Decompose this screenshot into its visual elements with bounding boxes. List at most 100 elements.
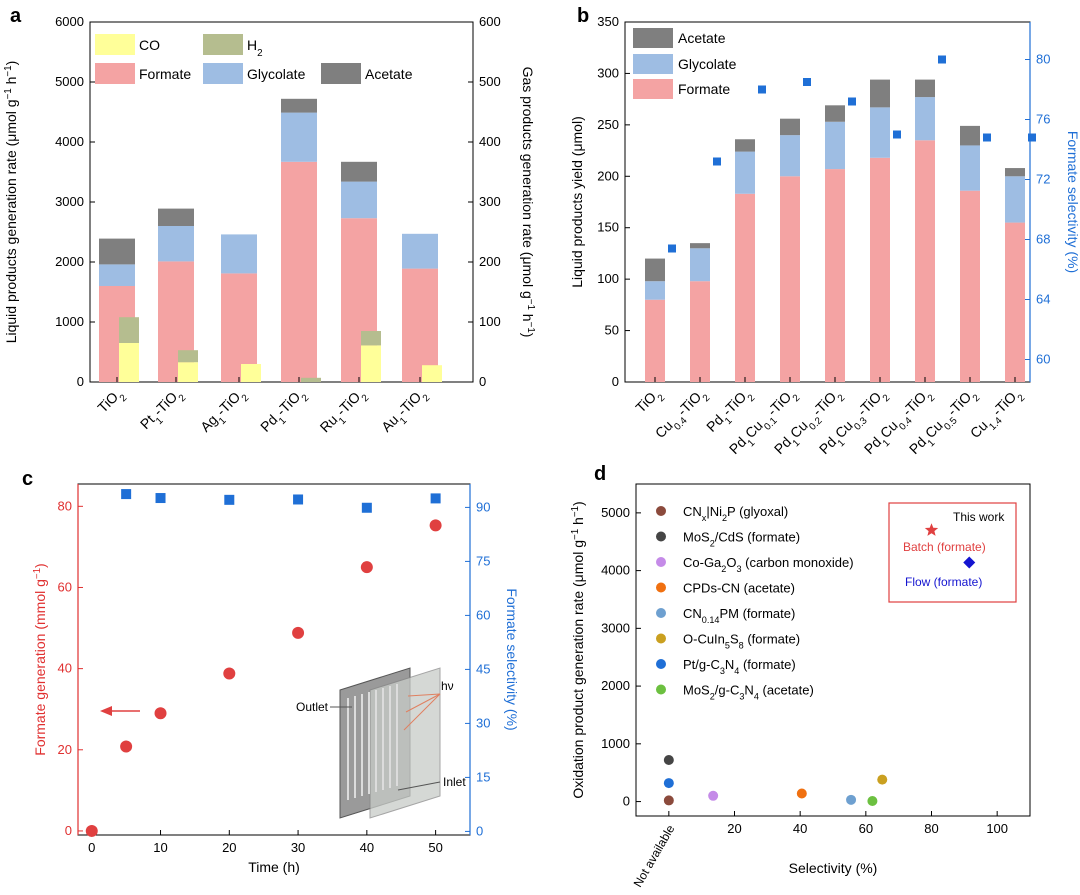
panel-b-bar-formate: [825, 169, 845, 382]
panel-d-y-axis-label: Oxidation product generation rate (μmol …: [570, 501, 587, 798]
panel-d-point: [796, 788, 807, 799]
panel-a-x-tick-label: Ru1-TiO2: [317, 385, 371, 439]
panel-d-this-work-box: [888, 502, 1017, 603]
panel-b-legend-label: Formate: [678, 81, 730, 97]
panel-d-y-tick-label: 5000: [601, 505, 630, 520]
panel-b-y2-tick-label: 60: [1036, 352, 1050, 367]
light-ray: [407, 693, 441, 697]
panel-b-y2-tick-label: 72: [1036, 172, 1050, 187]
panel-b-selectivity-marker: [758, 85, 766, 94]
panel-a-bar-formate: [221, 273, 257, 382]
panel-c-y2-tick-label: 15: [476, 769, 490, 784]
panel-b-x-tick-label: Cu0.4-TiO2: [652, 385, 712, 445]
panel-d-batch-label: Batch (formate): [903, 540, 986, 554]
panel-c-letter: c: [22, 468, 33, 490]
panel-b-bar-acetate: [1005, 168, 1025, 177]
panel-b-chart: 0 50 100 150 200 250 300 350 60 64 68 72 76 80 Liquid …: [569, 14, 1080, 457]
panel-a-y-tick-label: 5000: [55, 74, 84, 89]
panel-c-x-tick-label: 40: [360, 840, 374, 855]
panel-a-bar-glycolate: [281, 112, 317, 162]
panel-a-y2-axis-label: Gas products generation rate (μmol g−1 h…: [520, 67, 537, 338]
panel-d-legend-label: MoS2/CdS (formate): [683, 530, 800, 549]
panel-c-formate-selectivity-point: [430, 493, 441, 504]
panel-a-gas-bar-co: [178, 362, 198, 382]
outlet-label: Outlet: [296, 700, 329, 714]
panel-d-legend-label: Pt/g-C3N4 (formate): [683, 657, 796, 676]
panel-a-bar-glycolate: [99, 264, 135, 286]
panel-d-point: [846, 794, 857, 805]
panel-d-x-tick-label: 40: [793, 821, 807, 836]
panel-b-y-tick-label: 150: [597, 220, 619, 235]
panel-c-y2-tick-label: 0: [476, 823, 483, 838]
panel-a-gas-bar-co: [422, 365, 442, 382]
panel-c-y-tick-label: 80: [58, 498, 72, 513]
panel-a-y2-tick-label: 200: [479, 254, 501, 269]
panel-d-x-tick-label: 60: [859, 821, 873, 836]
panel-d-legend-label: CNx|Ni2P (glyoxal): [683, 504, 788, 523]
panel-a-chart: 0 1000 2000 3000 4000 5000 6000 0 100 200 300 400 50…: [3, 14, 537, 439]
panel-a-y2-tick-label: 600: [479, 14, 501, 29]
panel-d-this-work-title: This work: [953, 510, 1005, 524]
inlet-pointer: [397, 781, 441, 791]
panel-b-bar-glycolate: [870, 107, 890, 158]
panel-b-bar-acetate: [735, 139, 755, 152]
panel-d-legend-marker: [656, 659, 666, 669]
panel-a-y2-tick-label: 100: [479, 314, 501, 329]
panel-d-x-tick-label-not-available: Not available: [631, 822, 678, 889]
panel-d-legend-marker: [656, 684, 666, 695]
panel-d-point: [877, 774, 888, 785]
panel-c-x-tick-label: 30: [291, 840, 305, 855]
panel-b-bar-glycolate: [825, 121, 845, 170]
panel-b-selectivity-marker: [713, 157, 721, 166]
panel-a-bar-glycolate: [158, 226, 194, 262]
panel-a-y-tick-label: 2000: [55, 254, 84, 269]
panel-a-gas-bar-co: [241, 364, 261, 382]
panel-d-flow-diamond: [963, 556, 976, 569]
panel-a-gas-bar-h2: [301, 377, 321, 382]
panel-c-y-tick-label: 40: [58, 661, 72, 676]
light-label: hν: [441, 679, 454, 693]
panel-b-y2-tick-label: 76: [1036, 112, 1050, 127]
panel-b-bar-glycolate: [735, 151, 755, 194]
panel-c-y-tick-label: 20: [58, 742, 72, 757]
panel-d-y-tick-label: 4000: [601, 563, 630, 578]
panel-b-selectivity-marker: [668, 244, 676, 253]
panel-c-formate-selectivity-point: [293, 494, 304, 505]
panel-a-x-tick-label: TiO2: [94, 385, 129, 420]
panel-c-y2-axis-label: Formate selectivity (%): [504, 588, 520, 730]
panel-c-formate-generation-point: [429, 519, 442, 532]
panel-a-gas-bar-co: [119, 343, 139, 382]
panel-d-legend-marker: [656, 582, 666, 593]
panel-c-x-tick-label: 20: [222, 840, 236, 855]
panel-b-legend-label: Acetate: [678, 30, 726, 46]
panel-a-y2-tick-label: 400: [479, 134, 501, 149]
panel-b-y-tick-label: 0: [612, 374, 619, 389]
panel-d-point: [663, 778, 674, 789]
panel-a-y2-tick-label: 500: [479, 74, 501, 89]
panel-b-selectivity-marker: [848, 97, 856, 106]
panel-a-bar-acetate: [341, 161, 377, 182]
panel-b-bar-glycolate: [960, 145, 980, 191]
panel-a-legend-label: CO: [139, 37, 160, 53]
panel-a-bar-glycolate: [341, 181, 377, 219]
panel-c-x-tick-label: 10: [153, 840, 167, 855]
panel-b-bar-acetate: [825, 105, 845, 122]
panel-a-y-tick-label: 3000: [55, 194, 84, 209]
panel-c-y-axis-label: Formate generation (mmol g−1): [32, 563, 49, 755]
panel-a-y-axis-label: Liquid products generation rate (μmol g−…: [3, 61, 20, 344]
panel-d-point: [663, 795, 674, 806]
panel-d-batch-star: [924, 523, 939, 536]
panel-d-legend-label: CPDs-CN (acetate): [683, 581, 795, 596]
panel-d-x-axis-label: Selectivity (%): [789, 860, 878, 876]
panel-b-bar-glycolate: [645, 281, 665, 300]
panel-b-x-tick-label: TiO2: [632, 385, 667, 420]
panel-c-formate-selectivity-point: [361, 502, 372, 513]
panel-d-legend-marker: [656, 531, 666, 542]
panel-c-formate-selectivity-point: [121, 489, 132, 500]
panel-b-y2-tick-label: 68: [1036, 232, 1050, 247]
panel-b-bar-formate: [960, 190, 980, 382]
panel-d-y-tick-label: 2000: [601, 678, 630, 693]
panel-d-legend-marker: [656, 608, 666, 618]
panel-b-y-tick-label: 200: [597, 168, 619, 183]
